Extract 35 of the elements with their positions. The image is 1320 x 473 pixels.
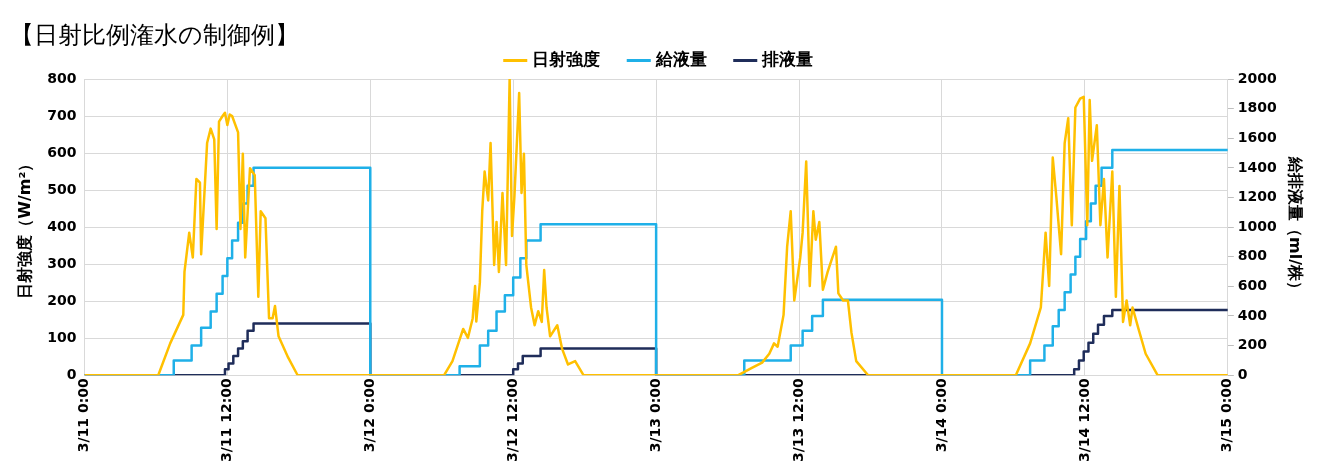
y2-tick-label: 2000 — [1237, 69, 1278, 86]
y2-tick-label: 1600 — [1237, 128, 1278, 145]
x-tick-label: 3/13 0:00 — [646, 377, 663, 453]
y2-tick-label: 200 — [1237, 336, 1268, 353]
x-tick-label: 3/11 0:00 — [75, 377, 92, 453]
legend-label: 排液量 — [761, 48, 814, 69]
chart-title: 【日射比例潅水の制御例】 — [10, 20, 299, 50]
y2-tick-label: 0 — [1237, 365, 1248, 382]
y2-tick-label: 400 — [1237, 306, 1268, 323]
y-tick-label: 800 — [47, 69, 77, 86]
y-tick-label: 0 — [66, 365, 77, 382]
y2-tick-label: 600 — [1237, 277, 1268, 293]
y-tick-label: 200 — [47, 291, 77, 308]
x-tick-label: 3/15 0:00 — [1218, 377, 1235, 453]
x-tick-label: 3/12 12:00 — [503, 377, 520, 463]
y-tick-label: 500 — [47, 180, 77, 197]
x-tick-label: 3/11 12:00 — [217, 377, 234, 463]
y-tick-label: 300 — [47, 254, 77, 271]
x-tick-label: 3/13 12:00 — [789, 377, 806, 463]
y2-tick-label: 1000 — [1237, 217, 1278, 234]
legend-label: 給液量 — [654, 48, 707, 69]
y-axis-title: 日射強度（W/m²） — [14, 155, 34, 299]
x-tick-label: 3/12 0:00 — [360, 377, 377, 453]
y2-tick-label: 800 — [1237, 247, 1268, 264]
y-tick-label: 600 — [47, 143, 77, 160]
x-tick-label: 3/14 12:00 — [1075, 377, 1092, 463]
y2-tick-label: 1800 — [1237, 99, 1278, 116]
x-tick-label: 3/14 0:00 — [932, 377, 949, 453]
y-tick-label: 400 — [47, 217, 77, 234]
y-tick-label: 100 — [47, 328, 77, 345]
y2-tick-label: 1200 — [1237, 188, 1278, 205]
y-tick-label: 700 — [47, 106, 77, 123]
y2-tick-label: 1400 — [1237, 158, 1278, 175]
y2-axis-title: 給排液量（ml/株） — [1286, 156, 1306, 298]
legend-label: 日射強度 — [532, 48, 601, 69]
